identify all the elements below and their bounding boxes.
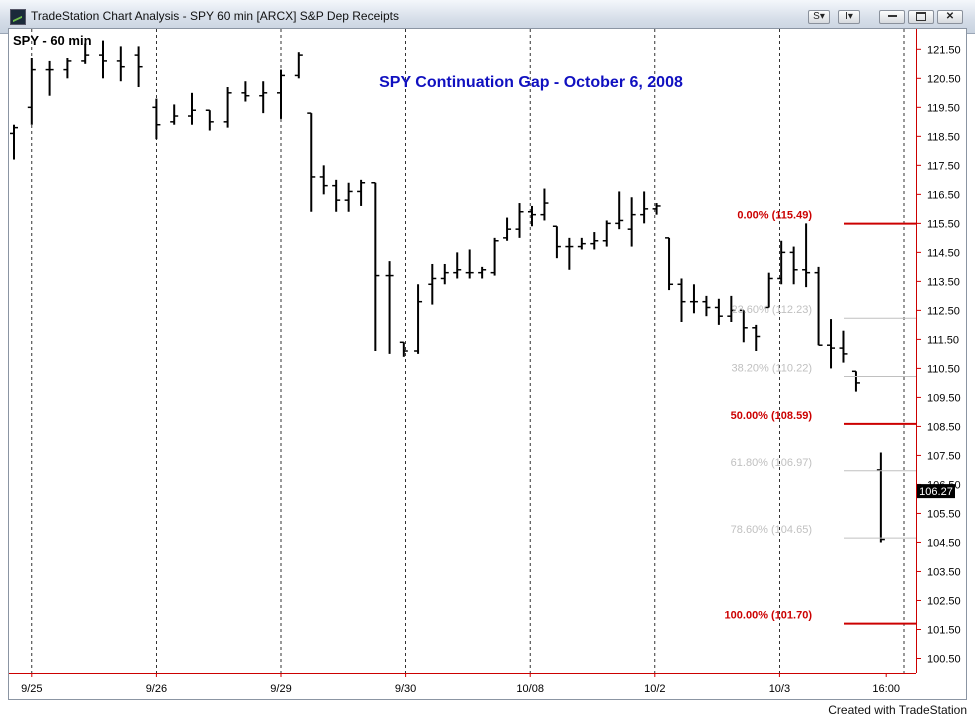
y-tick-label: 109.50	[927, 392, 961, 404]
fib-level-label: 50.00% (108.59)	[731, 410, 813, 422]
y-tick-label: 102.50	[927, 595, 961, 607]
close-button[interactable]: ✕	[937, 10, 963, 24]
y-tick-label: 107.50	[927, 450, 961, 462]
symbol-interval-label: SPY - 60 min	[13, 33, 92, 48]
y-tick-label: 110.50	[927, 363, 960, 375]
fib-level-label: 23.60% (112.23)	[731, 304, 812, 316]
fib-level-label: 61.80% (106.97)	[731, 457, 812, 469]
y-tick-label: 115.50	[927, 218, 960, 230]
y-tick-label: 119.50	[927, 102, 960, 114]
minimize-button[interactable]	[879, 10, 905, 24]
y-tick-label: 101.50	[927, 624, 961, 636]
fib-level-label: 78.60% (104.65)	[731, 524, 812, 536]
symbol-link-label: S	[813, 11, 820, 22]
x-tick-label: 16:00	[872, 683, 900, 695]
x-tick-label: 9/25	[21, 683, 42, 695]
price-chart[interactable]: 121.50 120.50 119.50 118.50 117.50 116.50 115.…	[9, 29, 966, 699]
chart-title: SPY Continuation Gap - October 6, 2008	[379, 74, 683, 91]
y-tick-label: 118.50	[927, 131, 960, 143]
y-tick-label: 111.50	[927, 334, 959, 346]
y-tick-label: 116.50	[927, 189, 960, 201]
restore-icon	[916, 11, 926, 21]
x-tick-label: 9/29	[270, 683, 291, 695]
fib-level-label: 100.00% (101.70)	[725, 610, 813, 622]
x-tick-label: 10/3	[769, 683, 790, 695]
last-price-label: 106.27	[919, 486, 953, 498]
chart-panel[interactable]: 121.50 120.50 119.50 118.50 117.50 116.50 115.…	[8, 28, 967, 700]
y-tick-label: 114.50	[927, 247, 960, 259]
y-tick-label: 112.50	[927, 305, 960, 317]
y-tick-label: 113.50	[927, 276, 960, 288]
created-with-label: Created with TradeStation	[828, 703, 967, 717]
interval-link-button[interactable]: I▾	[838, 10, 860, 24]
minimize-icon	[887, 15, 897, 18]
last-price-marker	[917, 484, 955, 499]
close-icon: ✕	[945, 11, 955, 22]
y-tick-label: 104.50	[927, 537, 961, 549]
window-title: TradeStation Chart Analysis - SPY 60 min…	[31, 9, 399, 23]
fib-level-label: 0.00% (115.49)	[737, 210, 812, 222]
y-tick-label: 108.50	[927, 421, 961, 433]
x-tick-label: 9/30	[395, 683, 416, 695]
tradestation-app-icon	[10, 9, 26, 25]
y-tick-label: 100.50	[927, 653, 961, 665]
x-tick-label: 10/2	[644, 683, 665, 695]
y-tick-label: 121.50	[927, 44, 961, 56]
restore-button[interactable]	[908, 10, 934, 24]
fib-level-label: 38.20% (110.22)	[731, 363, 812, 375]
y-tick-label: 120.50	[927, 73, 961, 85]
x-tick-label: 9/26	[146, 683, 167, 695]
y-tick-label: 105.50	[927, 508, 961, 520]
y-tick-label: 117.50	[927, 160, 960, 172]
y-tick-label: 103.50	[927, 566, 961, 578]
x-tick-label: 10/08	[516, 683, 544, 695]
symbol-link-button[interactable]: S▾	[808, 10, 830, 24]
interval-link-label: I	[845, 11, 848, 22]
